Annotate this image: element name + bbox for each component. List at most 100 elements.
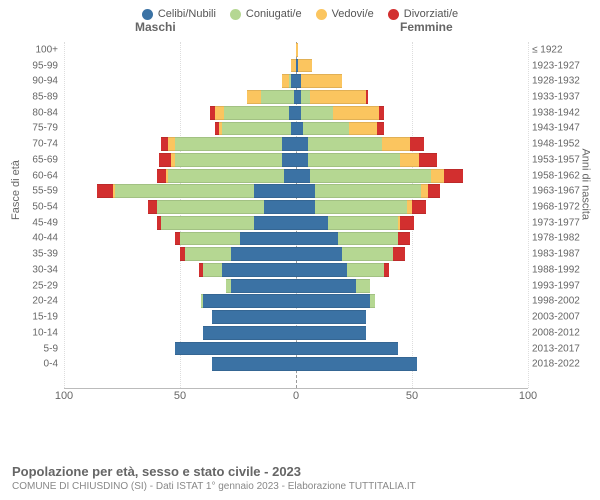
bar-segment [264,200,296,214]
bar-segment [175,342,296,356]
male-bar [64,90,296,104]
age-row: 15-192003-2007 [64,309,528,325]
male-bar [64,326,296,340]
female-bar [296,247,528,261]
bar-segment [215,106,224,120]
birth-year-label: 1988-1992 [532,264,594,275]
female-label: Femmine [400,20,453,34]
male-bar [64,294,296,308]
bar-segment [303,122,349,136]
birth-year-label: 2003-2007 [532,312,594,323]
bar-segment [296,200,315,214]
bar-segment [231,247,296,261]
bar-segment [393,247,405,261]
age-row: 75-791943-1947 [64,121,528,137]
x-tick-label: 50 [174,390,186,402]
bar-segment [222,263,296,277]
bar-segment [159,153,171,167]
bar-segment [157,200,264,214]
birth-year-label: 1928-1932 [532,76,594,87]
age-label: 5-9 [14,343,58,354]
right-axis-title: Anni di nascita [580,148,592,220]
bar-segment [282,137,296,151]
legend-swatch [230,9,241,20]
legend-item: Celibi/Nubili [142,8,216,20]
bar-segment [308,137,382,151]
footer-subtitle: COMUNE DI CHIUSDINO (SI) - Dati ISTAT 1°… [12,481,416,492]
male-bar [64,43,296,57]
age-row: 0-42018-2022 [64,356,528,372]
female-bar [296,310,528,324]
age-label: 90-94 [14,76,58,87]
male-bar [64,184,296,198]
legend-label: Coniugati/e [246,8,302,20]
bar-segment [296,247,342,261]
bar-segment [412,200,426,214]
bar-segment [315,184,422,198]
female-bar [296,122,528,136]
bar-segment [428,184,440,198]
bar-segment [296,310,366,324]
age-row: 80-841938-1942 [64,105,528,121]
male-bar [64,153,296,167]
population-pyramid-chart: Celibi/NubiliConiugati/eVedovi/eDivorzia… [0,0,600,500]
female-bar [296,153,528,167]
bar-segment [175,153,282,167]
age-label: 20-24 [14,296,58,307]
bar-segment [296,357,417,371]
bar-segment [224,106,289,120]
age-label: 95-99 [14,60,58,71]
female-bar [296,59,528,73]
bar-segment [342,247,393,261]
bar-segment [261,90,293,104]
legend: Celibi/NubiliConiugati/eVedovi/eDivorzia… [0,0,600,20]
bar-segment [240,232,296,246]
birth-year-label: 1998-2002 [532,296,594,307]
bar-segment [296,263,347,277]
bar-segment [168,169,284,183]
male-label: Maschi [135,20,176,34]
left-axis-title: Fasce di età [10,160,22,220]
age-row: 25-291993-1997 [64,278,528,294]
male-bar [64,74,296,88]
female-bar [296,342,528,356]
bar-segment [338,232,398,246]
bar-segment [444,169,463,183]
bar-segment [97,184,113,198]
bar-segment [296,169,310,183]
bar-segment [212,357,296,371]
bar-segment [180,232,240,246]
bar-segment [301,90,310,104]
male-bar [64,200,296,214]
bar-segment [296,342,398,356]
footer-title: Popolazione per età, sesso e stato civil… [12,464,416,479]
bar-segment [284,169,296,183]
birth-year-label: 2018-2022 [532,359,594,370]
birth-year-label: 1993-1997 [532,280,594,291]
bar-segment [175,137,282,151]
bar-segment [356,279,370,293]
age-label: 15-19 [14,312,58,323]
male-bar [64,310,296,324]
legend-label: Vedovi/e [332,8,374,20]
age-label: 100+ [14,44,58,55]
age-row: 100+≤ 1922 [64,42,528,58]
bar-segment [296,137,308,151]
female-bar [296,294,528,308]
male-bar [64,137,296,151]
bar-segment [310,90,366,104]
bar-segment [212,310,296,324]
chart-footer: Popolazione per età, sesso e stato civil… [12,464,416,492]
x-tick-label: 100 [519,390,537,402]
bar-segment [161,216,254,230]
age-label: 25-29 [14,280,58,291]
legend-item: Coniugati/e [230,8,302,20]
bar-segment [282,74,289,88]
bar-segment [382,137,410,151]
bar-segment [289,106,296,120]
legend-swatch [316,9,327,20]
age-label: 10-14 [14,327,58,338]
male-bar [64,357,296,371]
birth-year-label: 2013-2017 [532,343,594,354]
bar-segment [398,232,410,246]
